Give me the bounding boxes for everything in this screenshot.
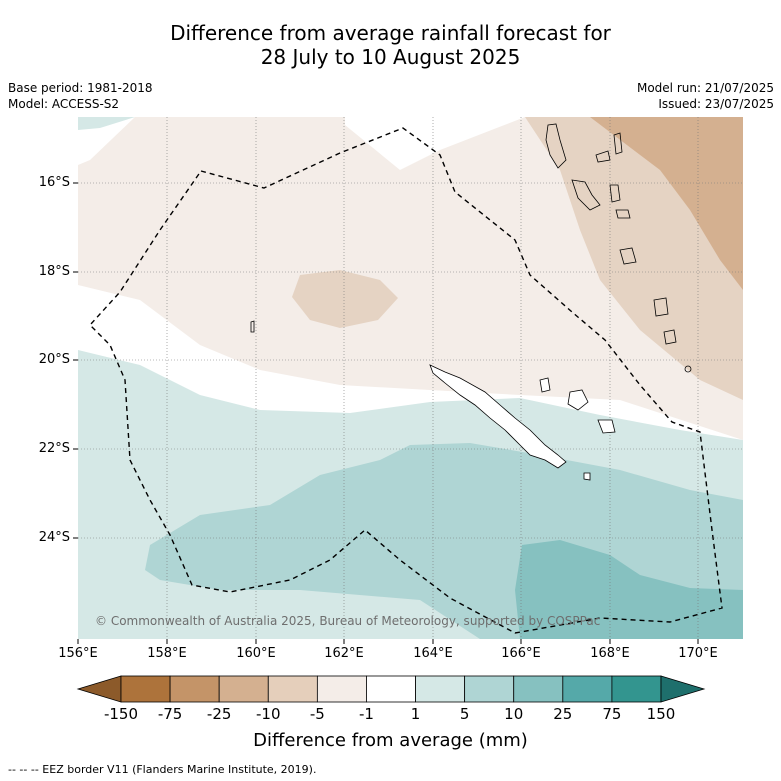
zone-wet-nw (78, 117, 135, 130)
zone-wet-3 (515, 540, 743, 639)
colorbar-tick-label: -10 (256, 705, 281, 723)
vanuatu-island-9 (663, 329, 677, 345)
longitude-label: 160°E (236, 646, 276, 661)
latitude-label: 22°S (38, 441, 70, 456)
latitude-label: 18°S (38, 264, 70, 279)
zone-dry-3 (590, 117, 743, 290)
colorbar-swatch (267, 675, 318, 703)
latitude-label: 20°S (38, 352, 70, 367)
islet-west (250, 320, 255, 333)
colorbar-tick-label: 25 (553, 705, 573, 723)
longitude-label: 168°E (590, 646, 630, 661)
map-title-line1: Difference from average rainfall forecas… (170, 21, 611, 45)
colorbar-swatch (316, 675, 367, 703)
new-caledonia-island (429, 364, 567, 469)
eez-border-legend: -- -- -- EEZ border V11 (Flanders Marine… (8, 763, 317, 776)
colorbar (76, 675, 706, 703)
colorbar-swatch (218, 675, 269, 703)
colorbar-tick-label: 1 (410, 705, 421, 723)
colorbar-tick-label: -1 (358, 705, 374, 723)
colorbar-arrow-right (660, 675, 706, 703)
zone-neutral-nw (78, 117, 135, 165)
colorbar-tick-label: -25 (206, 705, 232, 723)
latitude-label: 24°S (38, 530, 70, 545)
colorbar-tick-label: -5 (309, 705, 325, 723)
longitude-label: 158°E (147, 646, 187, 661)
vanuatu-island-7 (619, 247, 637, 265)
latitude-label: 16°S (38, 175, 70, 190)
vanuatu-island-2 (595, 150, 611, 163)
colorbar-tick-label: 75 (602, 705, 622, 723)
colorbar-swatch (611, 675, 662, 703)
colorbar-swatch (464, 675, 515, 703)
loyalty-island-2 (567, 389, 589, 411)
vanuatu-island-10 (684, 365, 692, 373)
vanuatu-island-6 (615, 209, 631, 219)
small-island (583, 472, 591, 481)
loyalty-island-3 (597, 419, 616, 434)
loyalty-island-1 (539, 377, 551, 393)
vanuatu-island-8 (653, 297, 669, 317)
colorbar-swatch (169, 675, 220, 703)
model-name: Model: ACCESS-S2 (8, 97, 120, 111)
vanuatu-island-4 (571, 179, 601, 211)
vanuatu-island-1 (545, 123, 567, 169)
eez-border (89, 127, 723, 634)
colorbar-tick-label: -150 (103, 705, 139, 723)
colorbar-tick-label: -75 (157, 705, 183, 723)
graticule (78, 117, 743, 639)
colorbar-tick-label: 5 (459, 705, 470, 723)
colorbar-title: Difference from average (mm) (253, 730, 528, 751)
model-run: Model run: 21/07/2025 (636, 81, 774, 95)
zone-neutral-north (345, 117, 525, 170)
axis-ticks (73, 182, 699, 644)
colorbar-swatch (120, 675, 171, 703)
vanuatu-island-5 (609, 184, 621, 203)
colorbar-tick-label: 150 (646, 705, 676, 723)
longitude-label: 162°E (324, 646, 364, 661)
copyright-notice: © Commonwealth of Australia 2025, Bureau… (95, 614, 601, 628)
colorbar-tick-label: 10 (504, 705, 524, 723)
longitude-label: 156°E (58, 646, 98, 661)
colorbar-swatch (366, 675, 416, 703)
map-title-line2: 28 July to 10 August 2025 (260, 45, 521, 69)
base-period: Base period: 1981-2018 (8, 81, 153, 95)
issued-date: Issued: 23/07/2025 (658, 97, 774, 111)
longitude-label: 164°E (413, 646, 453, 661)
longitude-label: 170°E (678, 646, 718, 661)
colorbar-arrow-left (76, 675, 122, 703)
zone-dry-blob (292, 270, 398, 328)
colorbar-swatch (562, 675, 613, 703)
colorbar-swatch (513, 675, 564, 703)
vanuatu-island-3 (613, 132, 623, 155)
colorbar-swatch (415, 675, 466, 703)
longitude-label: 166°E (501, 646, 541, 661)
